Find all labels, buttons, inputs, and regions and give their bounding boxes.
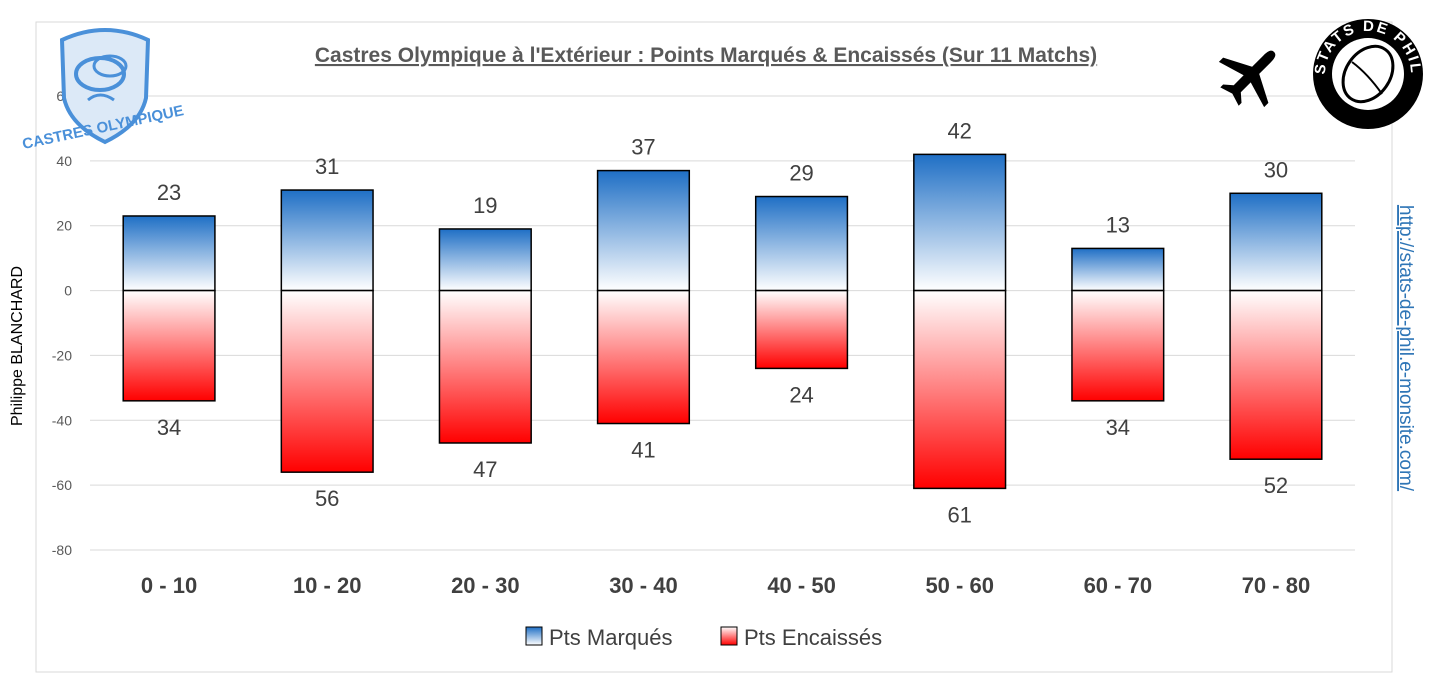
x-category-label: 70 - 80 [1242,573,1311,598]
y-tick-label: 0 [64,283,72,299]
bar-pts-marques [122,215,216,292]
bar-pts-marques [438,228,532,292]
data-label-encaisses: 34 [1106,415,1130,440]
bar-pts-marques [596,169,691,292]
bars [122,153,1323,490]
y-tick-label: 40 [56,153,72,169]
bar-pts-encaisses [122,289,216,402]
data-label-marques: 13 [1106,212,1130,237]
y-tick-label: 20 [56,218,72,234]
x-category-label: 60 - 70 [1084,573,1153,598]
category-labels: 0 - 10 10 - 20 20 - 30 30 - 40 40 - 50 50 - 6… [141,573,1310,598]
data-label-marques: 42 [947,118,971,143]
data-label-encaisses: 34 [157,415,181,440]
data-label-encaisses: 41 [631,438,655,463]
data-label-marques: 37 [631,135,655,160]
data-label-encaisses: 24 [789,382,813,407]
y-tick-label: -80 [52,542,72,558]
data-label-marques: 29 [789,161,813,186]
y-tick-label: -20 [52,347,72,363]
stats-de-phil-logo: STATS DE PHIL [1312,18,1423,129]
x-category-label: 50 - 60 [925,573,994,598]
data-label-marques: 23 [157,180,181,205]
airplane-icon [1218,50,1276,108]
data-labels: 23 34 31 56 19 47 37 41 29 24 42 61 13 34 30 52 [157,118,1288,527]
y-tick-label: -60 [52,477,72,493]
bar-pts-encaisses [438,289,532,444]
bar-pts-marques [754,195,849,292]
data-label-marques: 30 [1264,157,1288,182]
bar-pts-marques [913,153,1007,292]
data-label-marques: 19 [473,193,497,218]
legend-label-encaisses: Pts Encaissés [744,625,882,650]
website-link[interactable]: http://stats-de-phil.e-monsite.com/ [1395,205,1416,492]
bar-pts-encaisses [754,289,849,370]
bar-pts-encaisses [280,289,374,473]
chart-border [35,21,1393,673]
author-label: Philippe BLANCHARD [9,266,26,426]
x-category-label: 10 - 20 [293,573,362,598]
legend: Pts Marqués Pts Encaissés [525,625,882,650]
legend-swatch-encaisses [720,626,738,646]
legend-label-marques: Pts Marqués [549,625,673,650]
data-label-encaisses: 52 [1264,473,1288,498]
x-category-label: 40 - 50 [767,573,836,598]
x-category-label: 20 - 30 [451,573,520,598]
bar-pts-encaisses [913,289,1007,490]
x-category-label: 30 - 40 [609,573,678,598]
y-axis-ticks: 6040200-20-40-60-80 [52,88,72,558]
data-label-encaisses: 56 [315,486,339,511]
data-label-marques: 31 [315,154,339,179]
x-category-label: 0 - 10 [141,573,197,598]
legend-swatch-marques [525,626,543,646]
data-label-encaisses: 61 [947,502,971,527]
bar-pts-marques [1071,247,1165,292]
bar-pts-marques [1229,192,1323,292]
bar-pts-encaisses [1071,289,1165,402]
bar-pts-marques [280,189,374,292]
data-label-encaisses: 47 [473,457,497,482]
bar-pts-encaisses [1229,289,1323,460]
y-tick-label: -40 [52,412,72,428]
chart-title: Castres Olympique à l'Extérieur : Points… [315,44,1097,67]
bar-pts-encaisses [596,289,691,425]
